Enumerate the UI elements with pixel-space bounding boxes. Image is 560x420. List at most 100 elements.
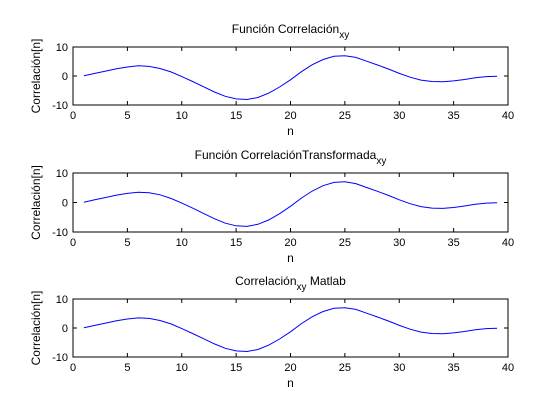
data-point [323, 311, 324, 312]
data-point [366, 187, 367, 188]
data-point [236, 98, 237, 99]
data-point [159, 194, 160, 195]
x-tick-label: 0 [70, 362, 76, 374]
data-point [453, 332, 454, 333]
data-point [246, 351, 247, 352]
data-point [138, 192, 139, 193]
data-point [94, 199, 95, 200]
data-point [475, 204, 476, 205]
data-point [246, 99, 247, 100]
chart-title-main: Correlación [235, 274, 296, 288]
x-tick-label: 40 [502, 362, 514, 374]
data-point [138, 317, 139, 318]
data-point [399, 199, 400, 200]
y-tick-label: 10 [56, 42, 68, 54]
data-point [203, 86, 204, 87]
data-point [420, 206, 421, 207]
x-tick-label: 25 [339, 362, 351, 374]
data-point [344, 181, 345, 182]
data-point [399, 325, 400, 326]
chart-title-tail: Matlab [307, 274, 347, 288]
chart-title-main: Función CorrelaciónTransformada [195, 148, 377, 162]
x-tick-label: 35 [448, 362, 460, 374]
x-tick-label: 15 [230, 110, 242, 122]
chart-title: Función Correlaciónxy [232, 22, 349, 41]
x-tick-label: 20 [284, 362, 296, 374]
data-point [203, 213, 204, 214]
x-tick-label: 5 [124, 362, 130, 374]
plot-frame [72, 46, 509, 106]
data-point [192, 81, 193, 82]
data-point [257, 349, 258, 350]
data-point [279, 86, 280, 87]
data-point [377, 191, 378, 192]
x-tick-label: 10 [176, 237, 188, 249]
data-point [170, 71, 171, 72]
data-point [453, 80, 454, 81]
y-tick-label: -10 [52, 100, 68, 112]
data-point [333, 182, 334, 183]
data-point [181, 76, 182, 77]
chart-title-main: Función Correlación [232, 22, 339, 36]
data-point [225, 96, 226, 97]
data-point [105, 323, 106, 324]
y-tick-label: 10 [56, 168, 68, 180]
data-point [475, 329, 476, 330]
chart-title-subscript: xy [339, 30, 349, 41]
data-point [388, 68, 389, 69]
y-axis-label: Correlación[n] [29, 165, 43, 240]
chart-title-subscript: xy [297, 282, 307, 293]
x-tick-label: 40 [502, 237, 514, 249]
data-point [464, 205, 465, 206]
data-point [181, 328, 182, 329]
data-point [464, 331, 465, 332]
data-point [420, 80, 421, 81]
data-point [279, 338, 280, 339]
data-point [420, 332, 421, 333]
data-point [149, 318, 150, 319]
chart-title: Correlaciónxy Matlab [235, 274, 346, 293]
data-point [497, 328, 498, 329]
data-point [127, 193, 128, 194]
data-point [83, 202, 84, 203]
data-point [279, 213, 280, 214]
x-tick-label: 10 [176, 362, 188, 374]
data-point [116, 68, 117, 69]
data-point [366, 313, 367, 314]
data-point [453, 207, 454, 208]
data-point [116, 320, 117, 321]
data-point [312, 316, 313, 317]
data-point [290, 331, 291, 332]
data-point [225, 348, 226, 349]
data-point [464, 79, 465, 80]
data-point [214, 91, 215, 92]
data-point [290, 206, 291, 207]
x-tick-label: 15 [230, 362, 242, 374]
data-point [268, 93, 269, 94]
data-point [388, 195, 389, 196]
plot-frame [72, 172, 509, 233]
data-point [355, 309, 356, 310]
data-point [192, 333, 193, 334]
data-point [399, 73, 400, 74]
x-tick-label: 35 [448, 110, 460, 122]
data-point [323, 59, 324, 60]
data-point [442, 81, 443, 82]
data-point [497, 76, 498, 77]
data-point [377, 64, 378, 65]
data-point [388, 320, 389, 321]
y-tick-label: 0 [62, 198, 68, 210]
chart-title: Función CorrelaciónTransformadaxy [195, 148, 387, 167]
data-point [290, 79, 291, 80]
data-point [225, 223, 226, 224]
y-tick-label: 10 [56, 294, 68, 306]
data-point [442, 208, 443, 209]
y-axis-label: Correlación[n] [29, 39, 43, 114]
data-point [323, 185, 324, 186]
data-point [442, 333, 443, 334]
data-point [149, 192, 150, 193]
data-point [138, 65, 139, 66]
data-point [344, 55, 345, 56]
